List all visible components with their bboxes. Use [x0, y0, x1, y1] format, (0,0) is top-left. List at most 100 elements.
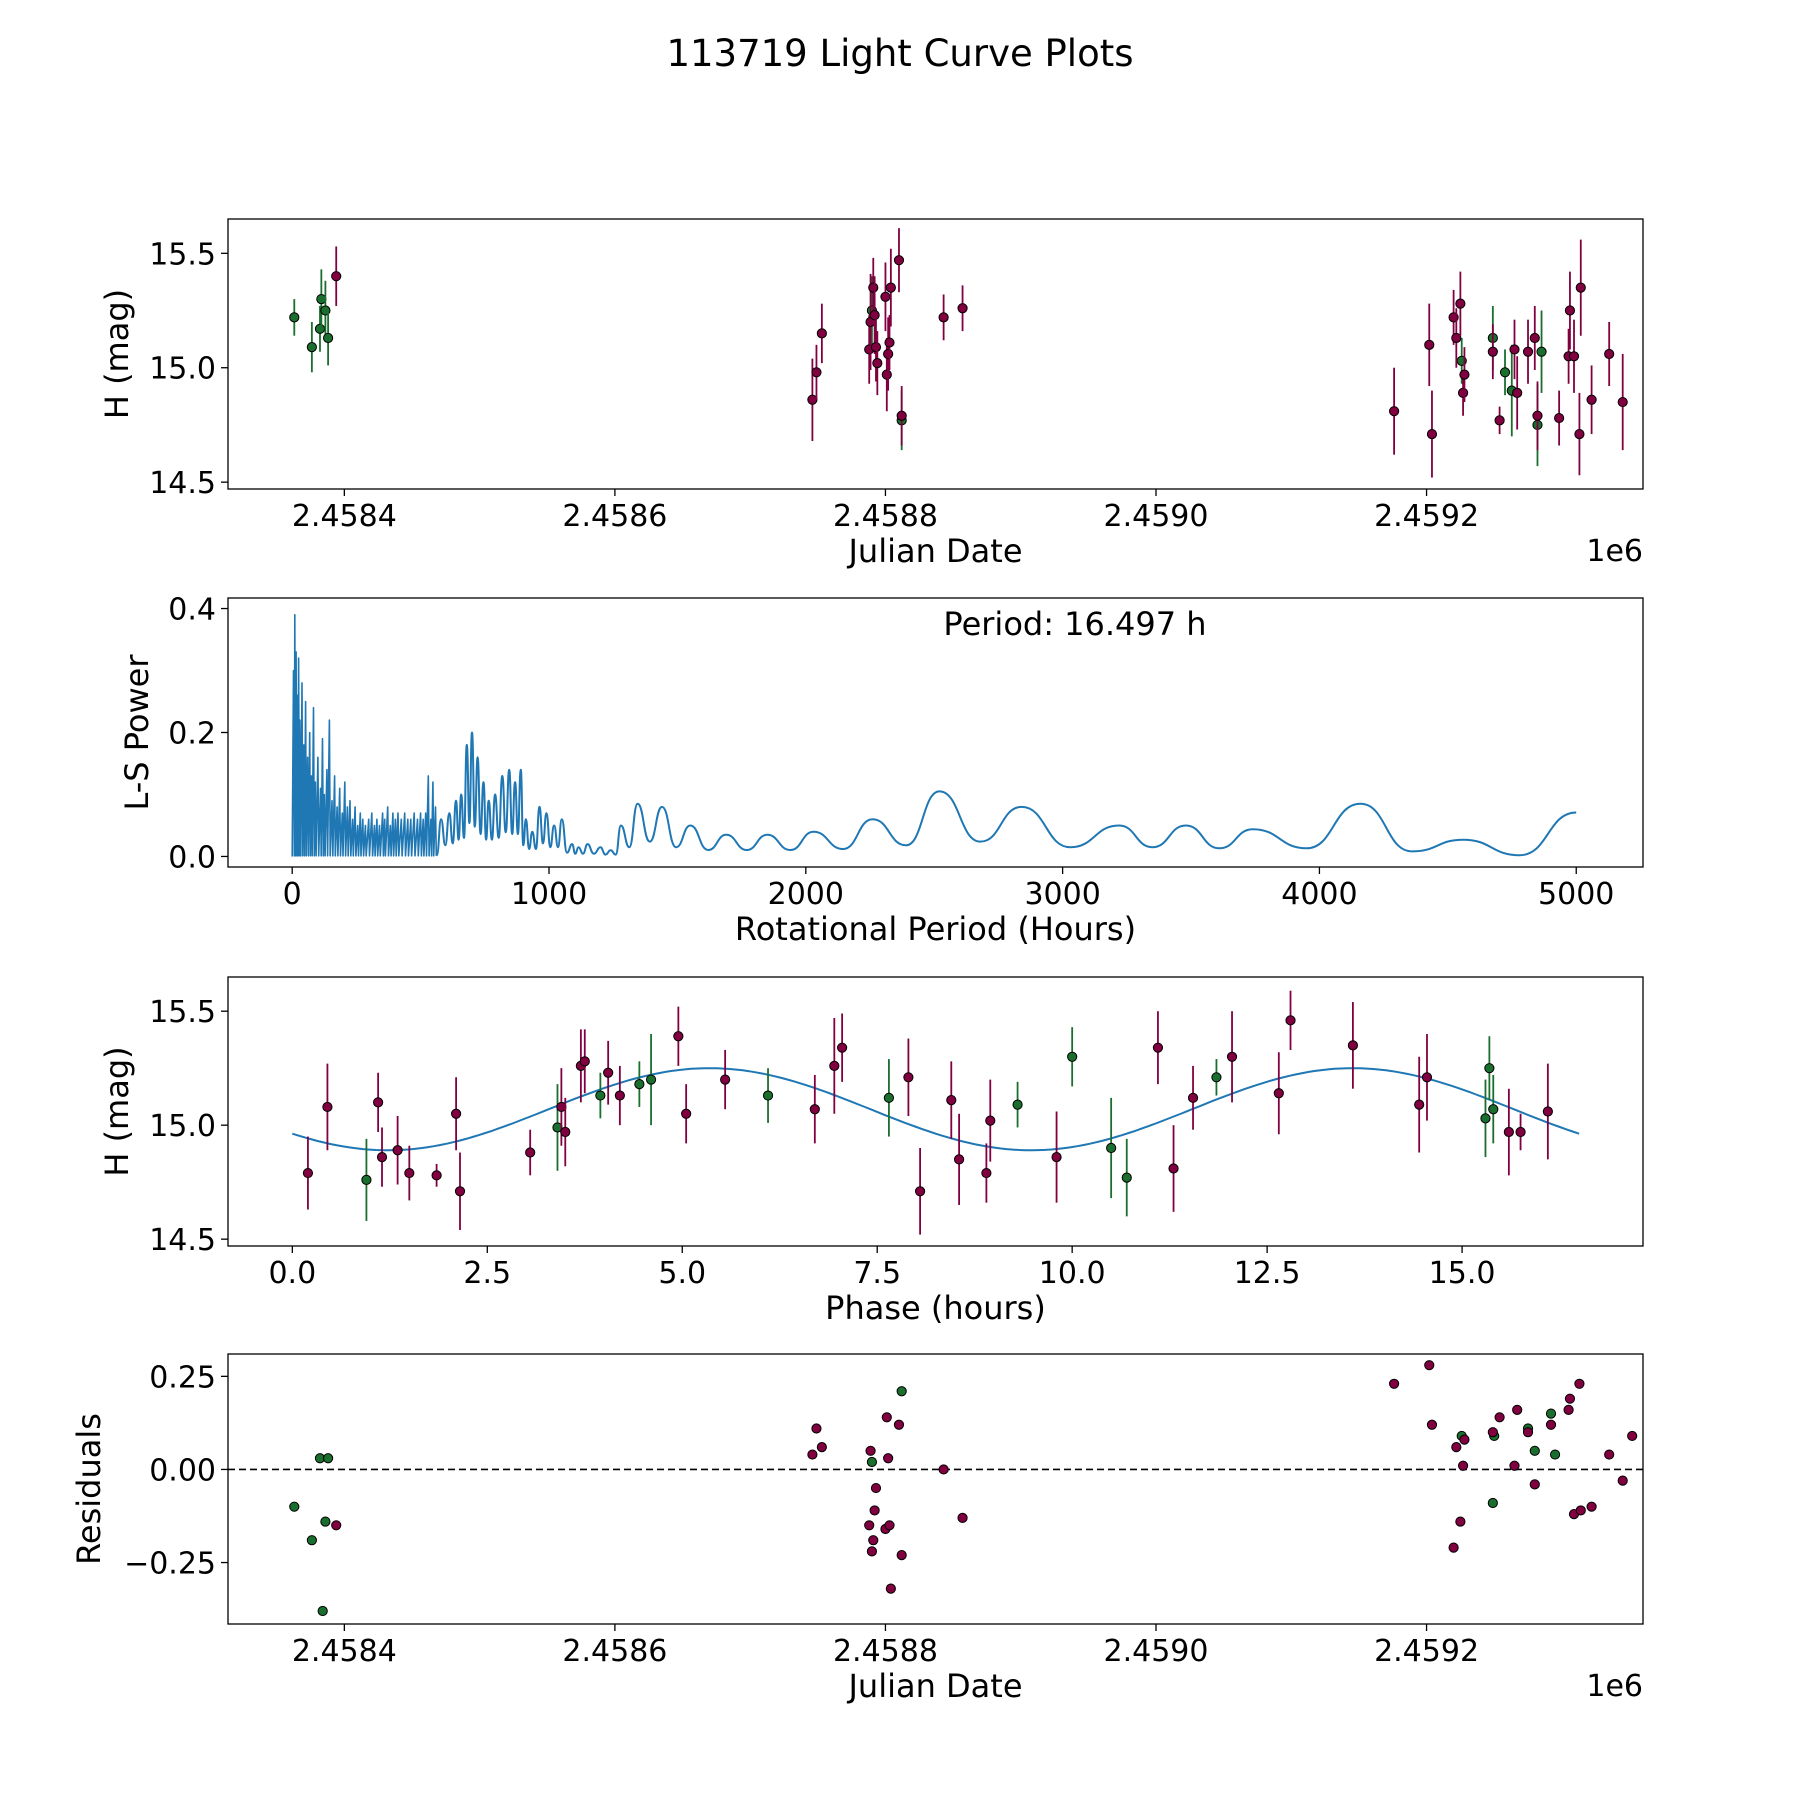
residuals-point: [1545, 1408, 1557, 1419]
residuals-point: [884, 1520, 895, 1531]
phase-point: [361, 1174, 372, 1185]
lightcurve-point: [1532, 410, 1543, 421]
residuals-point: [1487, 1427, 1498, 1438]
lightcurve-point: [1522, 346, 1534, 357]
lightcurve-point: [1617, 396, 1628, 408]
residuals-point: [1627, 1430, 1638, 1442]
residuals-point: [896, 1386, 907, 1397]
residuals-point: [1522, 1427, 1534, 1438]
residuals-x-offset-label: 1e6: [1586, 1669, 1643, 1704]
periodogram-xtick-label: 5000: [1538, 877, 1614, 912]
residuals-point: [883, 1453, 894, 1464]
phase-point: [595, 1090, 606, 1101]
lightcurve-series-filter_a: [289, 269, 1547, 467]
phase-panel: 0.0 2.5 5.0 7.5 10.0 12.5 15.0 14.5 15.0 15.5 Phas…: [98, 976, 1644, 1327]
phase-point: [376, 1151, 388, 1163]
phase-point: [451, 1108, 462, 1119]
residuals-point: [868, 1535, 879, 1546]
phase-xtick-label: 10.0: [1039, 1256, 1106, 1291]
periodogram-panel: Period: 16.497 h 0 1000 2000 3000 4000 5000 0.0…: [118, 593, 1644, 948]
lightcurve-point: [872, 358, 883, 369]
phase-xtick-label: 15.0: [1429, 1256, 1496, 1291]
residuals-ytick-label: 0.25: [149, 1360, 216, 1395]
phase-point: [634, 1079, 645, 1090]
periodogram-xtick-label: 3000: [1024, 877, 1100, 912]
phase-point: [1515, 1126, 1526, 1138]
residuals-panel: 2.4584 2.4586 2.4588 2.4590 2.4592 −0.25 0.00 0…: [70, 1353, 1644, 1705]
lightcurve-point: [1457, 387, 1469, 398]
residuals-point: [1509, 1460, 1520, 1471]
phase-point: [1273, 1088, 1284, 1099]
lightcurve-frame: [227, 218, 1644, 490]
lightcurve-point: [1424, 339, 1435, 350]
residuals-point: [1604, 1449, 1615, 1460]
lightcurve-point: [1604, 348, 1615, 360]
phase-point: [673, 1031, 684, 1042]
phase-ytick-label: 15.0: [149, 1109, 216, 1144]
phase-xtick-label: 12.5: [1234, 1256, 1301, 1291]
lightcurve-point: [811, 367, 822, 378]
residuals-point: [1512, 1404, 1523, 1415]
residuals-xtick-label: 2.4588: [833, 1634, 938, 1669]
lightcurve-point: [1568, 351, 1580, 362]
residuals-point: [1574, 1378, 1585, 1389]
periodogram-ytick-label: 0.4: [168, 593, 216, 628]
panels-container: 2.4584 2.4586 2.4588 2.4590 2.4592 14.5 15.0 15…: [70, 218, 1644, 1705]
lightcurve-point: [1536, 346, 1547, 357]
phase-point: [645, 1074, 657, 1085]
lightcurve-ytick-label: 14.5: [149, 466, 216, 501]
phase-xlabel: Phase (hours): [825, 1289, 1046, 1327]
residuals-point: [1451, 1442, 1462, 1453]
phase-point: [837, 1042, 848, 1053]
phase-point: [525, 1147, 536, 1158]
lightcurve-ylabel: H (mag): [98, 289, 136, 419]
residuals-point: [1586, 1501, 1597, 1512]
residuals-point: [320, 1516, 331, 1527]
residuals-xlabel: Julian Date: [846, 1667, 1022, 1705]
lightcurve-point: [869, 310, 880, 321]
lightcurve-point: [1388, 406, 1400, 417]
residuals-point: [1457, 1460, 1469, 1471]
residuals-point: [811, 1423, 822, 1434]
residuals-point: [807, 1449, 818, 1460]
phase-point: [1152, 1042, 1164, 1053]
periodogram-xtick-label: 4000: [1281, 877, 1357, 912]
phase-point: [1414, 1099, 1425, 1110]
phase-point: [1285, 1015, 1296, 1026]
lightcurve-ytick-label: 15.5: [149, 237, 216, 272]
residuals-point: [1459, 1434, 1470, 1445]
residuals-ytick-label: −0.25: [124, 1547, 216, 1582]
phase-ylabel: H (mag): [98, 1046, 136, 1176]
lightcurve-point: [883, 348, 894, 360]
lightcurve-xtick-label: 2.4588: [833, 499, 938, 534]
phase-series-filter_a: [361, 1027, 1499, 1221]
periodogram-xtick-label: 0: [283, 877, 302, 912]
residuals-point: [331, 1520, 342, 1531]
phase-point: [762, 1090, 774, 1101]
phase-point: [1488, 1104, 1499, 1115]
lightcurve-point: [1586, 394, 1597, 405]
residuals-frame: [227, 1353, 1644, 1625]
periodogram-ytick-label: 0.0: [168, 840, 216, 875]
lightcurve-point: [881, 369, 892, 380]
phase-point: [981, 1167, 992, 1179]
phase-point: [1121, 1172, 1132, 1183]
phase-point: [1067, 1051, 1078, 1062]
lightcurve-point: [1455, 298, 1466, 309]
phase-frame: [227, 976, 1644, 1247]
phase-point: [1012, 1099, 1023, 1110]
lightcurve-point: [816, 328, 827, 339]
phase-point: [454, 1186, 466, 1197]
lightcurve-point: [957, 303, 968, 314]
residuals-point: [1424, 1360, 1435, 1371]
residuals-point: [866, 1546, 878, 1557]
phase-point: [1421, 1072, 1433, 1083]
phase-point: [322, 1101, 333, 1113]
residuals-point: [1529, 1445, 1540, 1456]
phase-point: [1051, 1151, 1062, 1163]
periodogram-ytick-label: 0.2: [168, 717, 216, 752]
phase-point: [1226, 1051, 1238, 1062]
residuals-series-filter_a: [289, 1386, 1561, 1617]
residuals-point: [1487, 1497, 1498, 1509]
phase-ytick-label: 14.5: [149, 1223, 216, 1258]
